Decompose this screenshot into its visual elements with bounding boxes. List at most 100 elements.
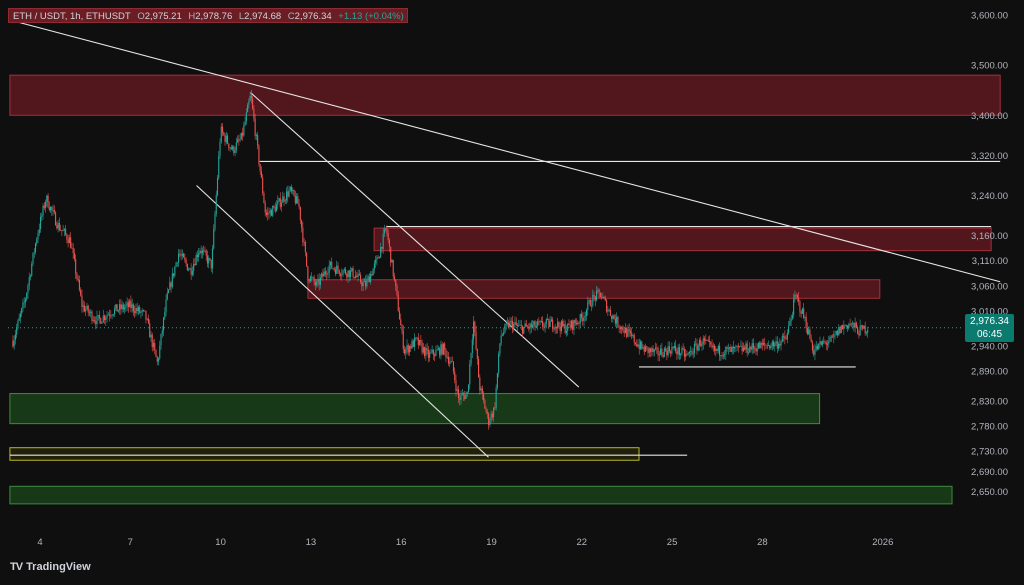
candle: [81, 289, 83, 313]
candle-body: [243, 125, 245, 136]
candle: [92, 315, 94, 323]
candle: [547, 313, 549, 321]
candle: [278, 197, 280, 203]
high-label: H: [188, 11, 196, 22]
candle: [658, 350, 660, 362]
candle-body: [316, 281, 318, 286]
candle: [91, 309, 93, 325]
candle-body: [729, 347, 731, 349]
candle: [647, 346, 649, 358]
candle: [720, 355, 722, 361]
candle-body: [592, 295, 594, 306]
candle: [391, 258, 393, 263]
candle-body: [516, 325, 519, 326]
candle: [356, 271, 358, 278]
candle: [558, 320, 560, 330]
candle-body: [102, 315, 104, 322]
candle: [218, 151, 220, 180]
current-price-tag: 2,976.34 06:45: [965, 314, 1014, 342]
candle: [275, 200, 278, 212]
candle-body: [137, 307, 139, 312]
tradingview-brand[interactable]: TV TradingView: [10, 561, 91, 573]
candle-body: [829, 336, 831, 342]
candle: [618, 324, 620, 333]
candle: [688, 350, 690, 358]
candle: [439, 346, 441, 359]
candle: [178, 248, 180, 268]
candle-body: [490, 413, 492, 421]
candle: [352, 265, 354, 279]
candle: [847, 325, 849, 332]
candle-body: [750, 346, 752, 350]
candle-body: [380, 247, 382, 257]
candle: [211, 244, 214, 274]
candle: [248, 98, 250, 109]
candle-body: [850, 323, 852, 325]
candle: [781, 333, 783, 343]
candle: [402, 325, 404, 354]
candle: [287, 185, 289, 203]
candle-body: [445, 349, 447, 358]
candle: [611, 315, 613, 323]
candle: [829, 334, 831, 343]
candle-body: [860, 325, 862, 327]
candle-body: [663, 348, 665, 357]
candle-body: [558, 322, 560, 327]
candle: [716, 348, 718, 354]
candle: [760, 341, 762, 349]
candle-body: [752, 343, 755, 349]
candle: [183, 252, 185, 258]
candle-body: [341, 274, 343, 276]
candle: [296, 193, 298, 204]
candle-body: [168, 289, 170, 293]
candle-body: [731, 346, 733, 352]
candle-body: [557, 322, 559, 328]
candle-body: [120, 304, 122, 310]
candle: [427, 345, 429, 363]
ohlc-header: ETH / USDT, 1h, ETHUSDT O2,975.21 H2,978…: [8, 8, 408, 23]
candle-body: [569, 325, 571, 328]
candle-body: [575, 323, 578, 325]
candle-body: [27, 285, 29, 294]
candle: [280, 199, 283, 212]
candle: [357, 269, 359, 282]
candle: [701, 341, 703, 351]
candle-body: [705, 339, 707, 341]
candle-body: [348, 270, 350, 278]
candle-body: [406, 345, 408, 350]
current-price-label: 2,976.34: [970, 316, 1009, 327]
candle-body: [129, 300, 131, 308]
candle-body: [593, 295, 595, 297]
candle: [294, 190, 296, 206]
candle-body: [139, 307, 141, 313]
candle: [849, 318, 851, 327]
candle-body: [707, 340, 709, 342]
candle: [585, 308, 588, 321]
candle: [783, 333, 785, 342]
candle-body: [624, 327, 626, 334]
candle-body: [162, 317, 165, 331]
candle-body: [362, 282, 364, 287]
candle-body: [622, 326, 624, 331]
candle-body: [132, 304, 134, 312]
candle: [203, 245, 205, 256]
candle: [272, 205, 274, 218]
candle: [189, 267, 191, 270]
candle: [441, 341, 443, 356]
yellow-zone-4: [9, 447, 640, 461]
candle-body: [425, 348, 427, 356]
candle-body: [498, 353, 500, 373]
candle-body: [280, 202, 283, 207]
candle: [116, 304, 118, 312]
candle: [772, 339, 775, 350]
candle-body: [839, 327, 841, 334]
candle: [627, 324, 629, 338]
candle-body: [795, 295, 797, 296]
candle-body: [154, 343, 156, 350]
candle: [731, 345, 733, 355]
candle-body: [80, 289, 82, 296]
candle-body: [607, 310, 609, 312]
candle: [834, 330, 836, 340]
